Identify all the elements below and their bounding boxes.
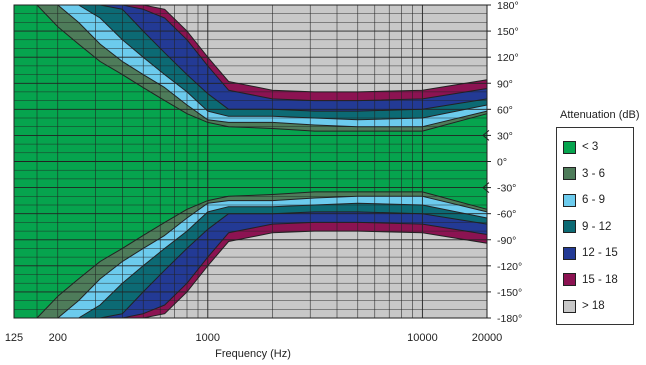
y-tick-label: -150° xyxy=(497,287,522,299)
y-tick-label: 180° xyxy=(497,0,519,12)
x-axis-label: Frequency (Hz) xyxy=(215,348,291,360)
legend-swatch xyxy=(563,167,576,181)
legend-title: Attenuation (dB) xyxy=(560,109,640,121)
legend-label: < 3 xyxy=(582,141,599,154)
y-tick-label: -90° xyxy=(497,235,516,247)
legend-item: 3 - 6 xyxy=(563,161,633,188)
x-tick-label: 125 xyxy=(5,332,23,344)
legend-swatch xyxy=(563,299,576,313)
y-tick-label: -30° xyxy=(497,183,516,195)
y-tick-label: 0° xyxy=(497,157,507,169)
legend-item: < 3 xyxy=(563,134,633,161)
legend-swatch xyxy=(563,273,576,287)
legend-swatch xyxy=(563,220,576,234)
legend-item: > 18 xyxy=(563,293,633,320)
legend-label: 15 - 18 xyxy=(582,273,618,286)
legend-label: > 18 xyxy=(582,300,605,313)
legend-item: 9 - 12 xyxy=(563,214,633,241)
legend-swatch xyxy=(563,246,576,260)
x-tick-label: 10000 xyxy=(407,332,438,344)
legend-swatch xyxy=(563,140,576,154)
y-tick-label: 60° xyxy=(497,104,513,116)
legend: Attenuation (dB) < 3 3 - 6 6 - 9 9 - 12 12 -… xyxy=(556,109,646,325)
legend-label: 6 - 9 xyxy=(582,194,606,207)
x-tick-label: 1000 xyxy=(196,332,220,344)
y-tick-label: -120° xyxy=(497,261,522,273)
legend-box: < 3 3 - 6 6 - 9 9 - 12 12 - 15 15 - 18 > 18 xyxy=(556,127,634,325)
y-tick-label: -180° xyxy=(497,313,522,325)
y-tick-label: 30° xyxy=(497,130,513,142)
y-tick-label: 120° xyxy=(497,52,519,64)
legend-item: 15 - 18 xyxy=(563,267,633,294)
y-tick-label: 150° xyxy=(497,26,519,38)
legend-item: 6 - 9 xyxy=(563,187,633,214)
angle-reference-marker xyxy=(482,130,490,141)
legend-item: 12 - 15 xyxy=(563,240,633,267)
legend-swatch xyxy=(563,193,576,207)
angle-reference-marker xyxy=(482,182,490,193)
y-tick-label: 90° xyxy=(497,78,513,90)
legend-label: 9 - 12 xyxy=(582,220,612,233)
legend-label: 12 - 15 xyxy=(582,247,618,260)
legend-label: 3 - 6 xyxy=(582,167,606,180)
x-tick-label: 20000 xyxy=(472,332,503,344)
y-tick-label: -60° xyxy=(497,209,516,221)
x-tick-label: 200 xyxy=(49,332,67,344)
